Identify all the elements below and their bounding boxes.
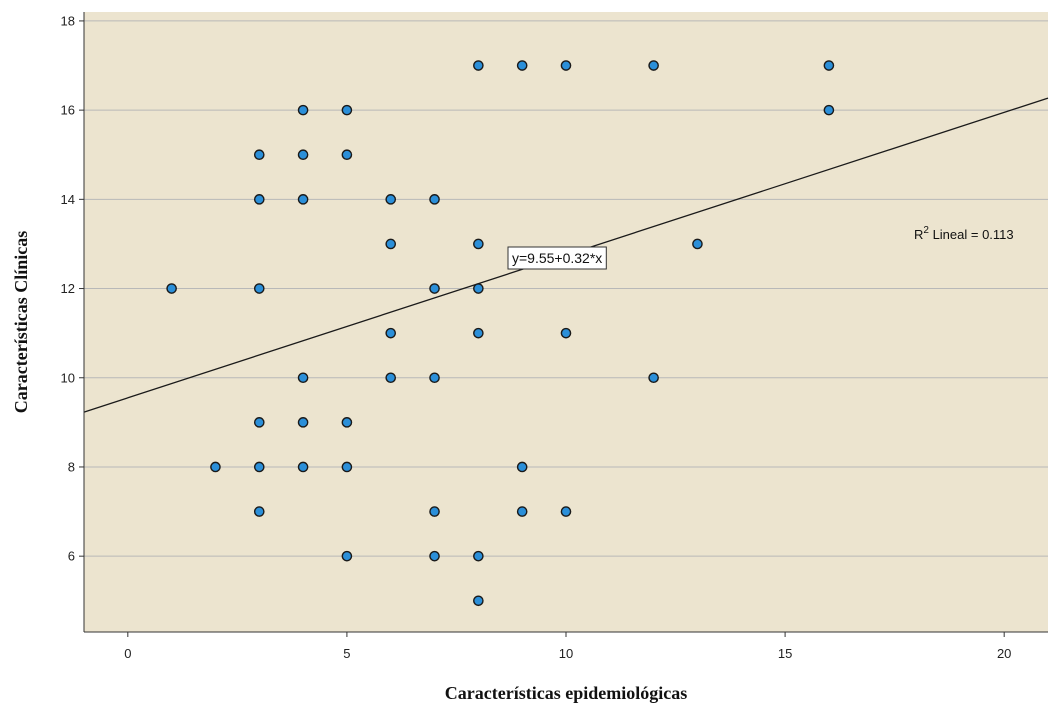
gridlines: [84, 20, 1048, 557]
plot-background: [84, 12, 1048, 632]
data-point-9: [297, 149, 309, 161]
data-point-43: [473, 550, 484, 562]
data-point-13: [385, 194, 397, 205]
data-point-12: [297, 194, 309, 205]
y-tick-label-6: 6: [68, 549, 75, 564]
data-point-27: [429, 372, 440, 384]
data-point-23: [473, 327, 484, 339]
data-point-8: [253, 149, 265, 161]
data-point-26: [385, 372, 397, 384]
r2-label-prefix: R: [914, 227, 923, 242]
data-point-25: [297, 372, 309, 384]
data-point-24: [560, 327, 572, 339]
data-point-20: [429, 283, 440, 294]
data-point-38: [429, 506, 440, 517]
x-tick-label-15: 15: [778, 646, 792, 661]
data-point-21: [473, 283, 484, 294]
data-point-30: [297, 417, 309, 428]
data-point-7: [823, 104, 835, 116]
y-tick-label-8: 8: [68, 459, 75, 474]
data-point-0: [473, 60, 484, 71]
data-point-33: [253, 461, 265, 473]
x-axis-title: Características epidemiológicas: [445, 683, 687, 703]
x-tick-label-0: 0: [124, 646, 131, 661]
data-point-18: [166, 283, 177, 294]
y-axis-title: Características Clínicas: [11, 231, 31, 413]
data-point-11: [253, 194, 265, 205]
y-tick-labels: 6 8 10 12 14 16 18: [61, 13, 75, 563]
data-point-44: [473, 595, 484, 607]
y-tick-label-12: 12: [61, 281, 75, 296]
data-point-19: [253, 283, 265, 294]
x-tick-label-10: 10: [559, 646, 573, 661]
data-point-40: [560, 506, 572, 517]
data-point-15: [385, 238, 397, 250]
x-tick-label-5: 5: [343, 646, 350, 661]
data-point-3: [648, 60, 659, 71]
data-point-41: [341, 550, 353, 562]
data-point-14: [429, 194, 440, 205]
equation-box: [507, 246, 607, 270]
data-point-2: [560, 60, 572, 71]
data-point-28: [648, 372, 659, 384]
data-point-42: [429, 550, 440, 562]
data-point-5: [297, 104, 309, 116]
data-point-22: [385, 327, 397, 339]
data-point-16: [473, 238, 484, 250]
equation-label: y=9.55+0.32*x: [512, 250, 602, 266]
data-point-39: [516, 506, 528, 517]
equation-annotation: y=9.55+0.32*x: [507, 246, 607, 270]
y-tick-label-18: 18: [61, 13, 75, 28]
x-tick-label-20: 20: [997, 646, 1011, 661]
data-point-37: [253, 506, 265, 517]
r2-label: R2 Lineal = 0.113: [914, 225, 1014, 242]
r2-label-sup: 2: [923, 225, 929, 236]
data-point-4: [823, 60, 835, 71]
y-tick-label-16: 16: [61, 103, 75, 118]
data-point-10: [341, 149, 353, 161]
data-point-31: [341, 417, 353, 428]
axes: [79, 12, 1048, 637]
x-tick-labels: 0 5 10 15 20: [124, 646, 1011, 661]
data-point-36: [516, 461, 528, 473]
r2-label-suffix: Lineal = 0.113: [929, 227, 1014, 242]
y-tick-label-10: 10: [61, 370, 75, 385]
data-point-29: [253, 417, 265, 428]
data-point-32: [210, 461, 221, 473]
data-point-1: [516, 60, 528, 71]
y-tick-label-14: 14: [61, 192, 75, 207]
data-point-35: [341, 461, 353, 473]
data-points: [166, 60, 835, 607]
data-point-6: [341, 104, 353, 116]
data-point-34: [297, 461, 309, 473]
data-point-17: [692, 238, 703, 250]
